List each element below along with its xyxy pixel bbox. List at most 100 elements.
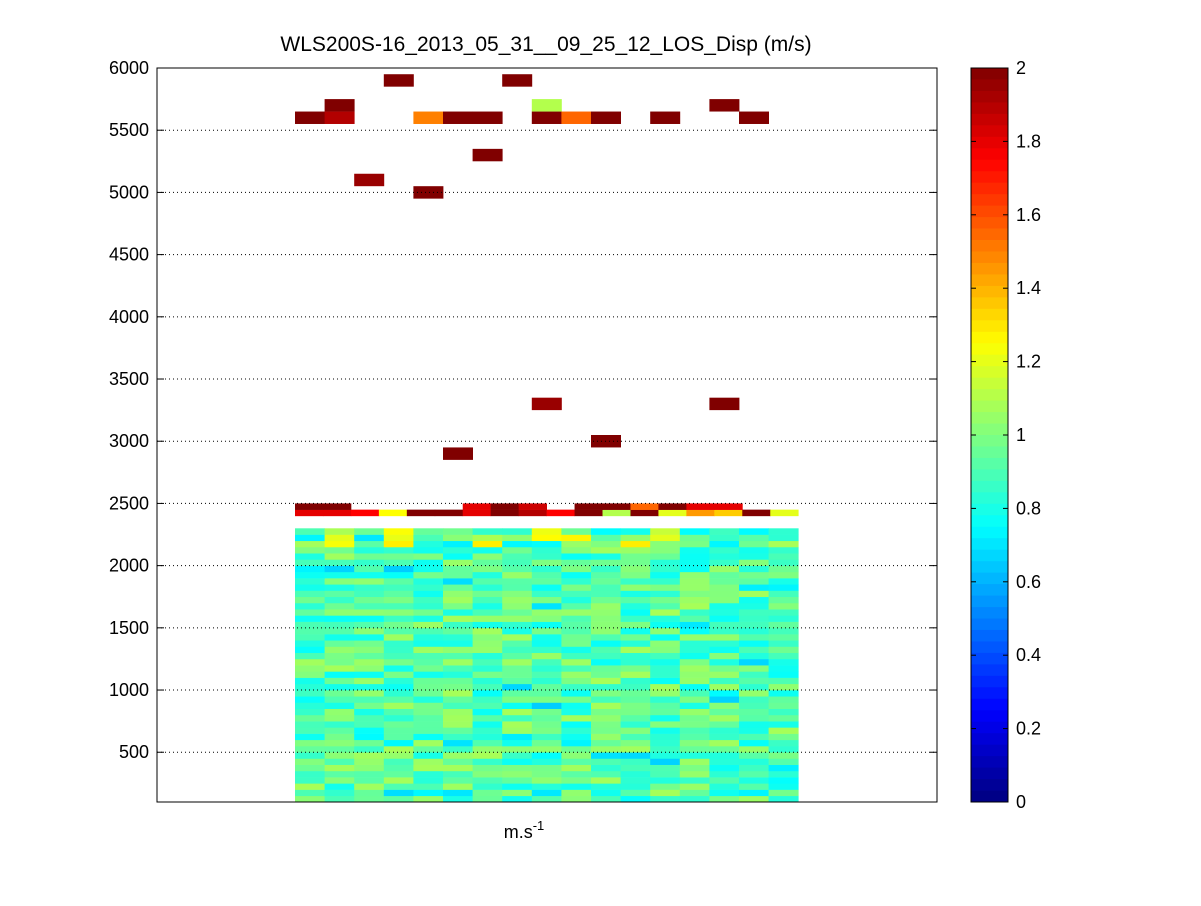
heatmap-cell [295, 739, 325, 747]
heatmap-cell [561, 671, 592, 678]
colorbar-band [971, 687, 1008, 700]
heatmap-cell [383, 640, 414, 647]
heatmap-cell [502, 714, 533, 722]
heatmap-cell [561, 677, 592, 685]
heatmap-cell [620, 540, 651, 548]
heatmap-cell [650, 621, 681, 629]
heatmap-cell [413, 671, 444, 678]
heatmap-cell [768, 609, 799, 616]
heatmap-cell [679, 590, 710, 598]
heatmap-cell [462, 503, 492, 510]
heatmap-cell [354, 727, 385, 734]
colorbar-band [971, 641, 1008, 654]
heatmap-cell [354, 565, 385, 573]
heatmap-cell [502, 546, 533, 554]
heatmap-cell [739, 783, 769, 790]
heatmap-cell [620, 777, 651, 784]
heatmap-cell [324, 546, 355, 554]
heatmap-cell [443, 447, 473, 460]
heatmap-cell [443, 677, 473, 685]
heatmap-cell [620, 671, 651, 678]
heatmap-cell [472, 658, 503, 666]
heatmap-cell [502, 615, 533, 622]
heatmap-cell [709, 652, 740, 660]
colorbar-tick-label: 0.6 [1016, 572, 1041, 592]
heatmap-cell [295, 795, 325, 803]
heatmap-cell [354, 677, 385, 685]
heatmap-cell [354, 602, 385, 610]
heatmap-cell [709, 534, 740, 542]
heatmap-cell [658, 503, 687, 510]
heatmap-cell [591, 553, 621, 560]
colorbar-band [971, 744, 1008, 757]
heatmap-cell [354, 764, 385, 772]
heatmap-cell [324, 540, 355, 548]
heatmap-cell [561, 534, 592, 542]
heatmap-cell [502, 795, 533, 803]
heatmap-cell [768, 708, 799, 716]
colorbar-band [971, 435, 1008, 447]
heatmap-cell [574, 509, 603, 517]
heatmap-cell [443, 584, 473, 591]
heatmap-cell [650, 739, 681, 747]
heatmap-cell [709, 615, 740, 622]
heatmap-cell [650, 696, 681, 703]
heatmap-cell [561, 640, 592, 647]
heatmap-cell [354, 683, 385, 691]
heatmap-cell [383, 677, 414, 685]
heatmap-cell [472, 111, 503, 124]
colorbar-band [971, 607, 1008, 619]
heatmap-cell [383, 665, 414, 672]
heatmap-cell [650, 634, 681, 641]
heatmap-cell [413, 634, 444, 641]
heatmap-cell [561, 615, 592, 622]
heatmap-cell [620, 534, 651, 542]
heatmap-cell [383, 733, 414, 741]
heatmap-cell [679, 671, 710, 678]
heatmap-cell [443, 690, 473, 697]
heatmap-cell [620, 770, 651, 778]
heatmap-cell [383, 621, 414, 629]
heatmap-cell [531, 534, 562, 542]
colorbar-band [971, 561, 1008, 574]
colorbar-band [971, 148, 1008, 161]
heatmap-cell [295, 503, 324, 510]
heatmap-cell [295, 764, 325, 772]
heatmap-cell [354, 702, 385, 709]
chart-title: WLS200S-16_2013_05_31__09_25_12_LOS_Disp… [280, 33, 811, 56]
heatmap-cell [591, 578, 621, 585]
heatmap-cell [354, 752, 385, 759]
heatmap-cell [620, 609, 651, 616]
heatmap-cell [561, 111, 592, 124]
heatmap-cell [602, 503, 631, 510]
heatmap-cell [462, 509, 492, 517]
colorbar-tick-label: 0.8 [1016, 498, 1041, 518]
heatmap-cell [650, 727, 681, 734]
heatmap-cell [686, 509, 715, 517]
heatmap-cell [561, 578, 592, 585]
colorbar-band [971, 308, 1008, 321]
heatmap-cell [620, 677, 651, 685]
heatmap-cell [472, 665, 503, 672]
heatmap-cell [650, 690, 681, 697]
heatmap-cell [561, 634, 592, 641]
heatmap-cell [443, 571, 473, 579]
heatmap-cell [739, 652, 769, 660]
colorbar-band [971, 549, 1008, 562]
heatmap-cell [502, 553, 533, 560]
heatmap-cell [354, 690, 385, 697]
heatmap-cell [490, 509, 520, 517]
heatmap-cell [472, 708, 503, 716]
heatmap-cell [768, 534, 799, 542]
heatmap-cell [413, 764, 444, 772]
heatmap-cell [591, 739, 621, 747]
heatmap-cell [709, 646, 740, 654]
colorbar-tick-label: 0.2 [1016, 719, 1041, 739]
heatmap-cell [620, 783, 651, 790]
heatmap-cell [413, 746, 444, 753]
heatmap-cell [739, 640, 769, 647]
heatmap-cell [324, 652, 355, 660]
heatmap-cell [739, 590, 769, 598]
heatmap-cell [472, 148, 503, 162]
heatmap-cell [591, 590, 621, 598]
